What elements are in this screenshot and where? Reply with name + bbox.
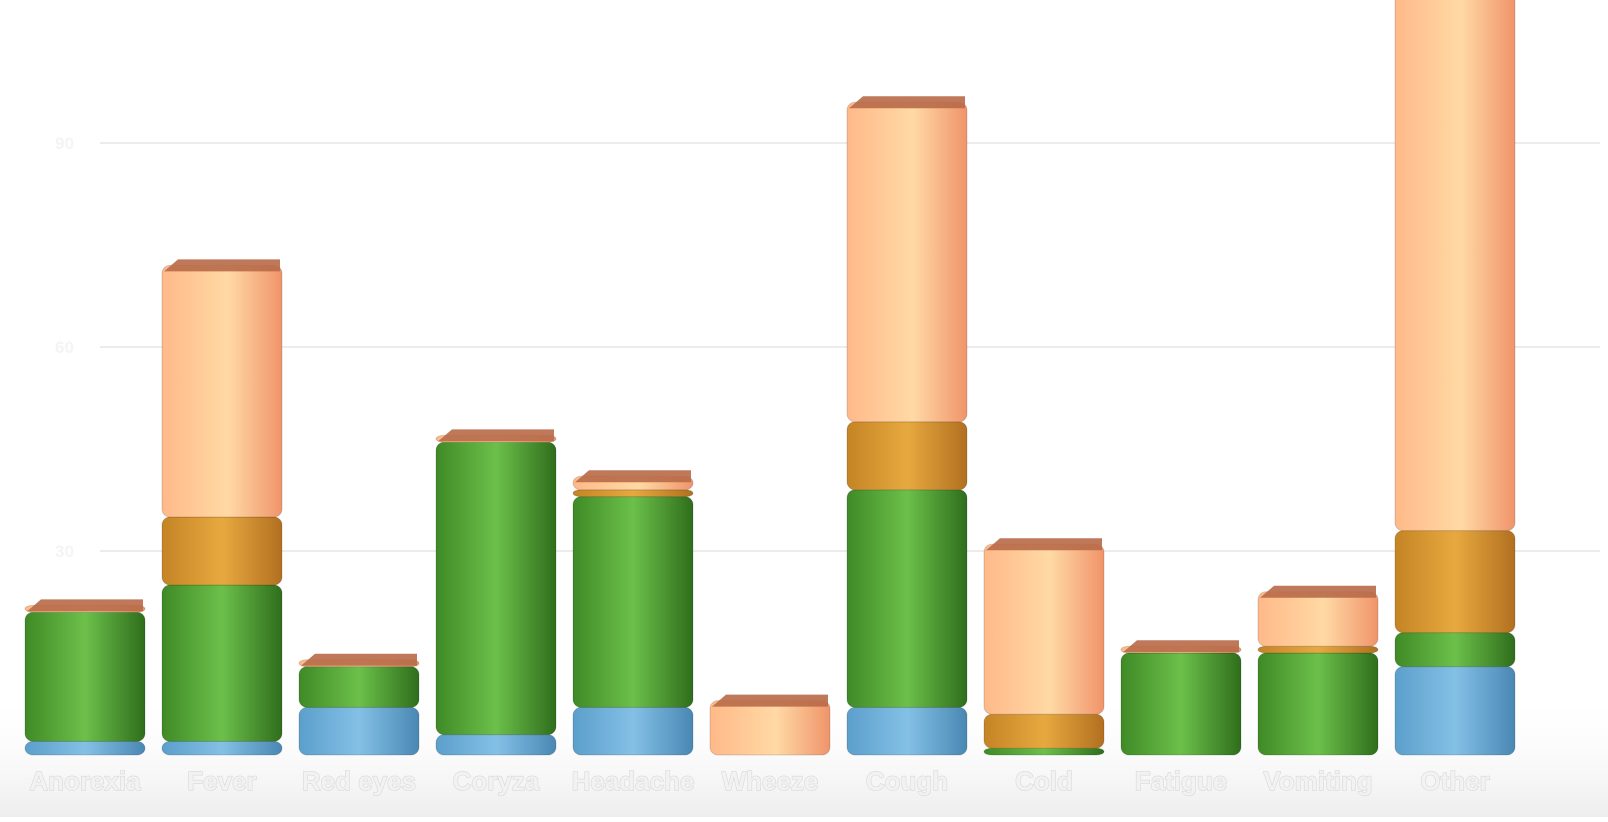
x-tick-label: Vomiting xyxy=(1263,766,1372,796)
bar-stack xyxy=(298,653,420,756)
bar-segment xyxy=(846,101,968,423)
bar-segment xyxy=(435,441,557,736)
x-tick-label: Fever xyxy=(187,766,256,796)
bar-top-cap xyxy=(438,429,554,442)
bar-segment xyxy=(24,740,146,756)
x-tick-label: Cough xyxy=(866,766,948,796)
bar-segment xyxy=(24,611,146,742)
y-tick-label: 60 xyxy=(55,338,74,357)
x-tick-label: Red eyes xyxy=(302,766,416,796)
bar-stack xyxy=(435,429,557,756)
x-tick-label: Coryza xyxy=(453,766,540,796)
bar-top-cap xyxy=(986,538,1102,551)
x-tick-label: Headache xyxy=(572,766,695,796)
bar-top-cap xyxy=(849,96,965,109)
bar-segment xyxy=(1394,666,1516,756)
x-tick-label: Other xyxy=(1420,766,1489,796)
x-axis-labels: Anorexia Fever Red eyes Coryza Headache Wheez… xyxy=(29,765,1491,796)
x-tick-label: Wheeze xyxy=(722,766,819,796)
bar-stack xyxy=(983,538,1105,756)
bar-segment xyxy=(161,740,283,756)
bar-segment xyxy=(298,666,420,708)
bar-segment xyxy=(846,421,968,491)
bar-stack xyxy=(1120,640,1242,756)
bar-segment xyxy=(1120,652,1242,756)
y-axis-ticks: 30 60 90 xyxy=(55,134,74,561)
bar-segment xyxy=(983,543,1105,715)
bar-stack xyxy=(1257,585,1379,756)
x-tick-label: Cold xyxy=(1015,766,1073,796)
bar-stack xyxy=(24,599,146,756)
bar-segment xyxy=(1394,530,1516,634)
bar-segment xyxy=(1257,645,1379,654)
bar-segment xyxy=(161,516,283,586)
bar-segment xyxy=(846,489,968,708)
bar-segment xyxy=(983,713,1105,749)
bar-top-cap xyxy=(27,599,143,612)
bars xyxy=(24,0,1516,756)
bar-segment xyxy=(1394,0,1516,532)
bar-segment xyxy=(572,496,694,708)
bar-stack xyxy=(572,470,694,756)
bar-segment xyxy=(161,264,283,518)
x-tick-label: Anorexia xyxy=(29,766,141,796)
bar-segment xyxy=(572,706,694,756)
bar-segment xyxy=(1257,591,1379,647)
bar-top-cap xyxy=(1123,640,1239,653)
bar-stack xyxy=(846,96,968,756)
bar-top-cap xyxy=(575,470,691,483)
bar-segment xyxy=(298,706,420,756)
bar-segment xyxy=(983,747,1105,756)
bar-segment xyxy=(1257,652,1379,756)
bar-segment xyxy=(161,584,283,742)
bar-segment xyxy=(709,700,831,756)
bar-stack xyxy=(161,259,283,756)
bar-stack xyxy=(709,694,831,756)
bar-top-cap xyxy=(301,653,417,666)
y-tick-label: 30 xyxy=(55,542,74,561)
bar-stack xyxy=(1394,0,1516,756)
bar-top-cap xyxy=(712,694,828,707)
bar-top-cap xyxy=(164,259,280,272)
bar-segment xyxy=(1394,632,1516,668)
bar-segment xyxy=(846,706,968,756)
bar-segment xyxy=(435,734,557,756)
x-tick-label: Fatigue xyxy=(1135,766,1227,796)
bar-segment xyxy=(572,489,694,498)
bar-top-cap xyxy=(1260,585,1376,598)
y-tick-label: 90 xyxy=(55,134,74,153)
